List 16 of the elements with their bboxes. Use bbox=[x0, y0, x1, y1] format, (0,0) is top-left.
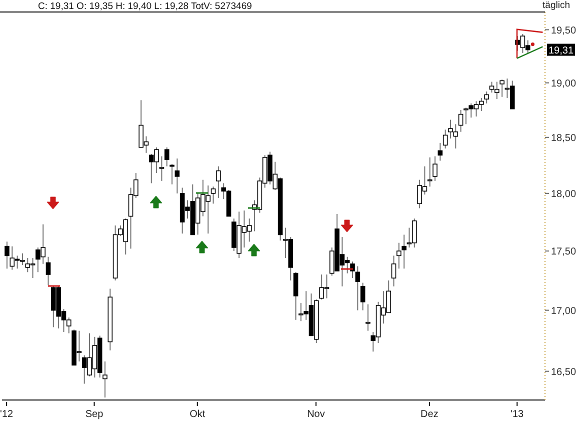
x-tick-label: Nov bbox=[307, 409, 325, 420]
y-tick-label: 18,00 bbox=[551, 188, 576, 200]
y-tick-label: 17,50 bbox=[551, 246, 576, 258]
text: 19,31 bbox=[548, 45, 574, 56]
y-tick-label: 19,00 bbox=[551, 78, 576, 90]
y-tick-label: 18,50 bbox=[551, 132, 576, 144]
x-tick-label: Sep bbox=[85, 409, 104, 420]
y-tick-label: 17,00 bbox=[551, 306, 576, 317]
text: täglich bbox=[542, 0, 570, 11]
y-tick-label: 19,50 bbox=[551, 25, 576, 36]
y-tick-label: 16,50 bbox=[551, 366, 576, 378]
x-tick-label: '13 bbox=[510, 409, 524, 420]
x-tick-label: '12 bbox=[0, 409, 14, 420]
chart-title: C: 19,31 O: 19,35 H: 19,40 L: 19,28 TotV: 5273469 bbox=[38, 1, 252, 12]
x-tick-label: Okt bbox=[190, 409, 206, 420]
x-tick-label: Dez bbox=[420, 409, 438, 420]
